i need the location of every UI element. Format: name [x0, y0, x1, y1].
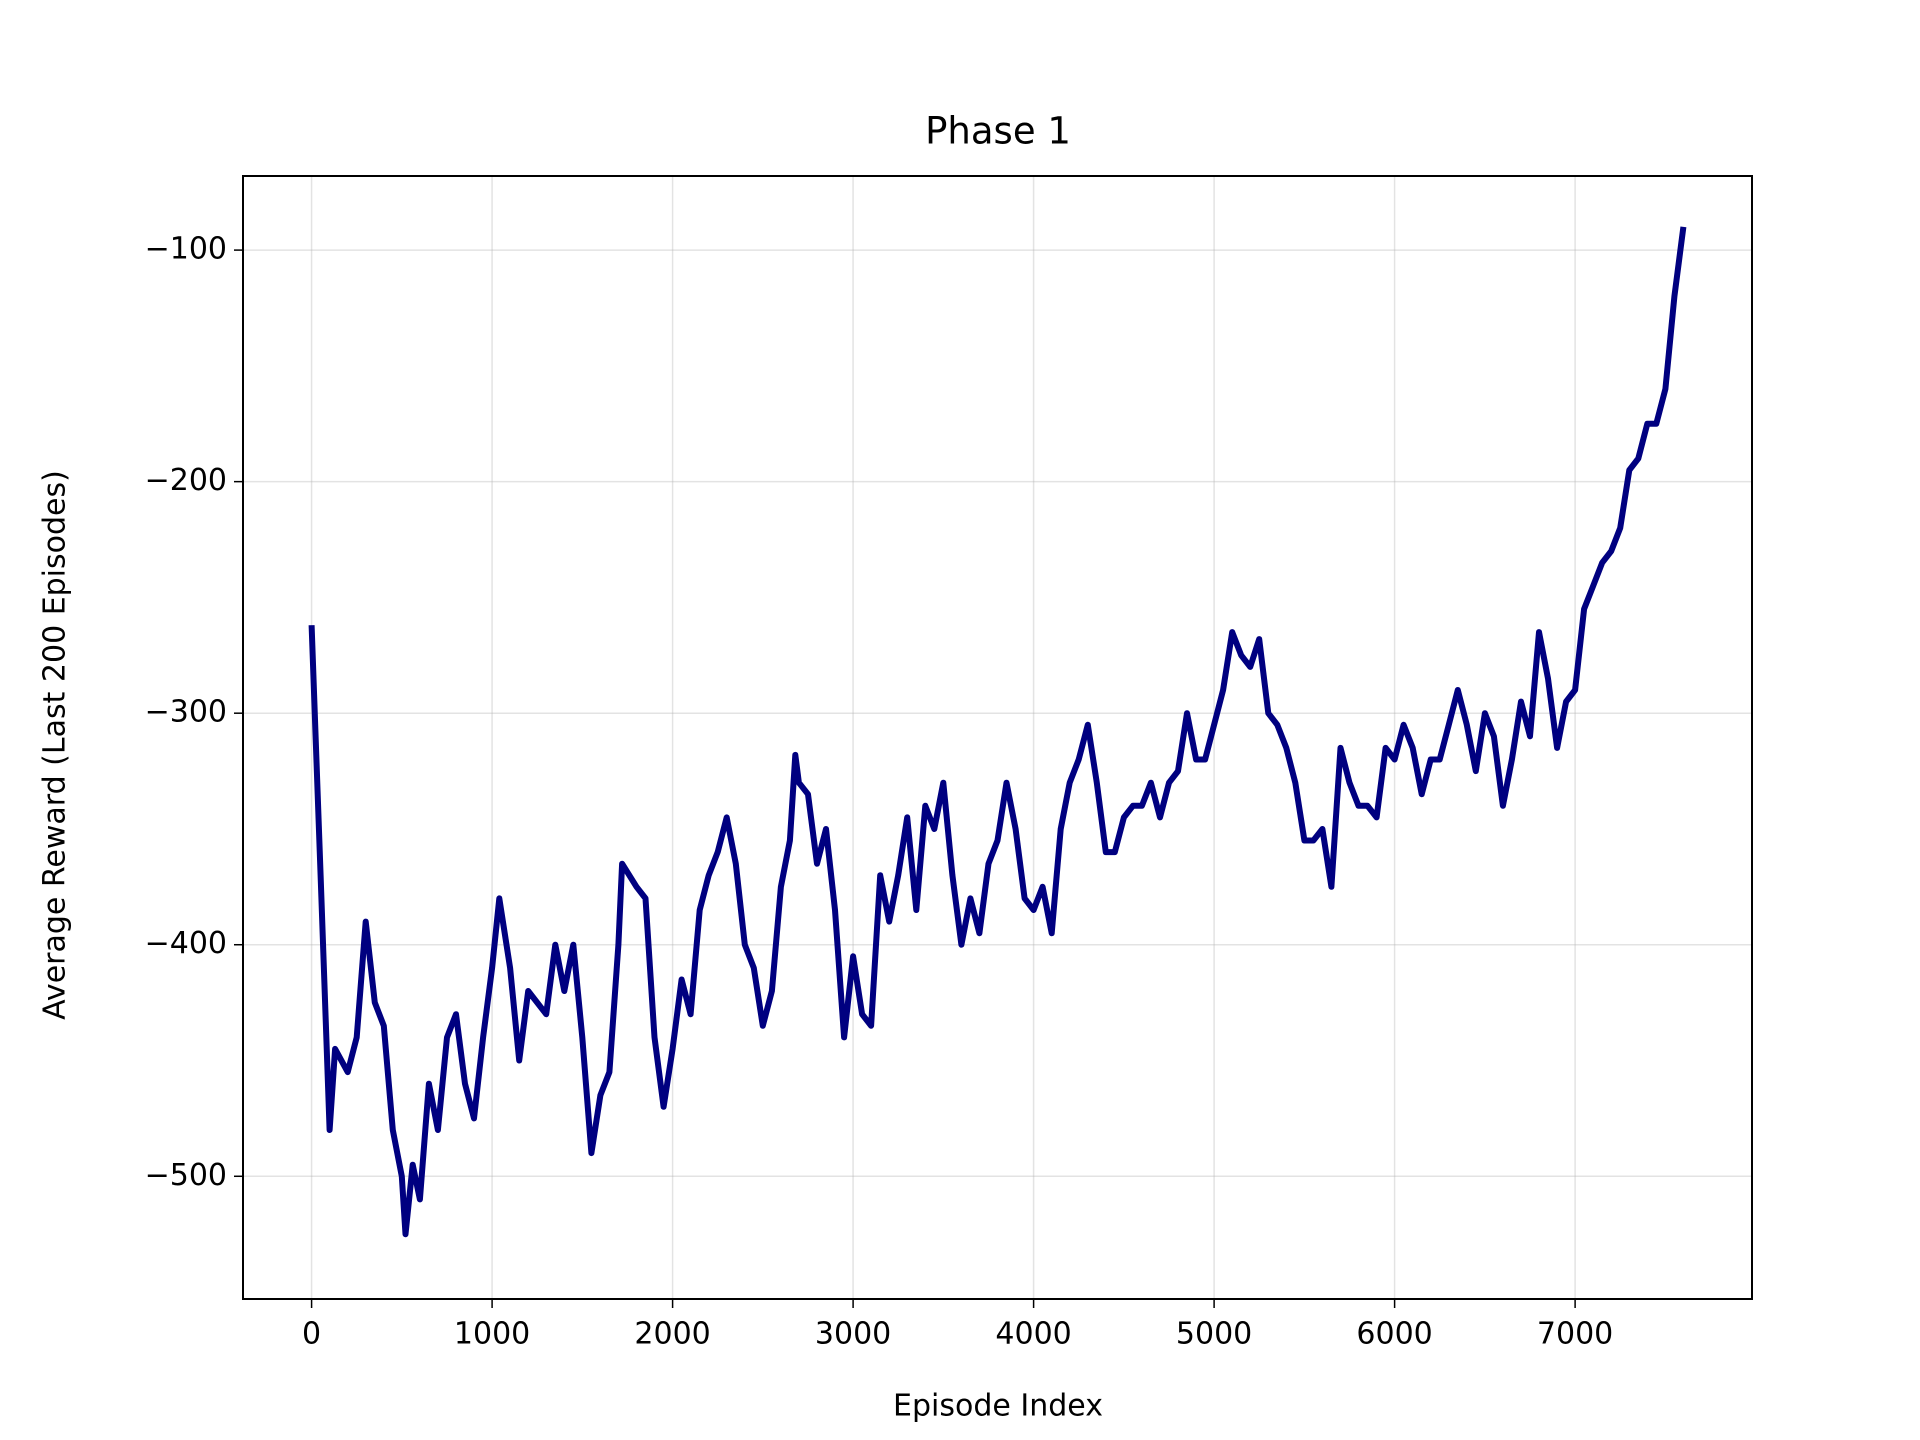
x-axis-label: Episode Index — [893, 1389, 1103, 1424]
y-tick-label: −200 — [145, 463, 227, 498]
y-axis-label: Average Reward (Last 200 Episodes) — [38, 470, 73, 1020]
x-tick-label: 3000 — [815, 1317, 891, 1352]
x-tick-label: 0 — [302, 1317, 321, 1352]
x-tick-label: 1000 — [454, 1317, 530, 1352]
y-tick-label: −400 — [145, 926, 227, 961]
x-tick-label: 6000 — [1356, 1317, 1432, 1352]
y-tick-label: −500 — [145, 1158, 227, 1193]
x-tick-label: 2000 — [634, 1317, 710, 1352]
y-tick-label: −300 — [145, 695, 227, 730]
chart-title: Phase 1 — [925, 110, 1071, 153]
x-tick-label: 5000 — [1176, 1317, 1252, 1352]
x-tick-label: 7000 — [1537, 1317, 1613, 1352]
y-tick-label: −100 — [145, 232, 227, 267]
x-tick-label: 4000 — [995, 1317, 1071, 1352]
data-line — [308, 226, 1687, 1238]
plot-frame — [242, 175, 1753, 1300]
